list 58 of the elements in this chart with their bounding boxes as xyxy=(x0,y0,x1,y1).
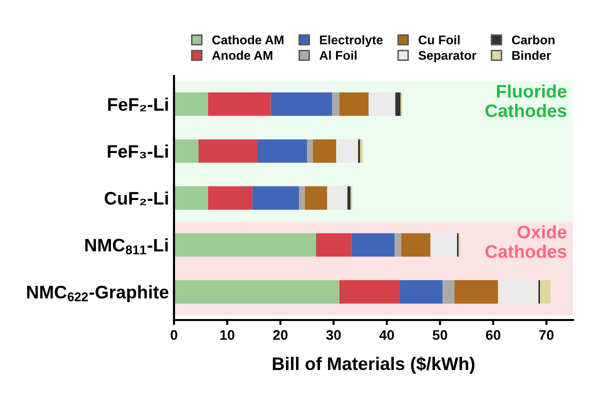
bar xyxy=(258,139,307,163)
band-label: Oxide Cathodes xyxy=(486,225,566,258)
bar xyxy=(174,92,208,116)
bar xyxy=(270,92,332,116)
legend-label: Al Foil xyxy=(320,50,357,60)
bar xyxy=(394,233,402,257)
bar xyxy=(442,280,454,304)
bar xyxy=(430,233,458,257)
bar xyxy=(401,233,430,257)
y-tick-label: FeF₂-Li xyxy=(108,98,168,112)
x-tick-label: 70 xyxy=(539,330,554,340)
bar xyxy=(339,92,369,116)
x-tick-label: 40 xyxy=(379,330,394,340)
bar xyxy=(368,92,396,116)
bar xyxy=(352,233,395,257)
x-tick-label: 30 xyxy=(326,330,341,340)
bar xyxy=(208,186,252,210)
y-tick-label: NMC$_{811}$-Li xyxy=(85,238,168,254)
bar xyxy=(454,280,498,304)
x-tick-label: 60 xyxy=(486,330,500,340)
bar xyxy=(174,186,208,210)
bar xyxy=(208,92,271,116)
y-tick-label: NMC$_{622}$-Graphite xyxy=(27,285,168,302)
x-tick-label: 20 xyxy=(273,330,288,340)
legend-label: Separator xyxy=(418,50,476,62)
bar xyxy=(174,233,316,257)
y-tick-label: FeF₃-Li xyxy=(108,144,168,158)
legend-label: Electrolyte xyxy=(320,35,383,47)
bar xyxy=(400,280,443,304)
bar xyxy=(316,233,352,257)
bar xyxy=(540,280,551,304)
bar xyxy=(312,139,336,163)
bar xyxy=(198,139,258,163)
bar xyxy=(252,186,300,210)
bar xyxy=(299,186,305,210)
legend-label: Cu Foil xyxy=(418,35,460,44)
x-tick-label: 50 xyxy=(432,330,448,340)
x-tick-label: 10 xyxy=(220,330,234,340)
legend-label: Binder xyxy=(512,50,551,60)
legend-label: Cathode AM xyxy=(212,35,284,44)
bar xyxy=(347,186,351,210)
bar xyxy=(336,139,358,163)
x-axis-title: Bill of Materials ($/kWh) xyxy=(272,356,474,374)
bar xyxy=(307,139,313,163)
legend-label: Anode AM xyxy=(212,50,272,60)
bar xyxy=(498,280,538,304)
band-label: Fluoride Cathodes xyxy=(486,84,566,118)
bar xyxy=(327,186,348,210)
bar xyxy=(395,92,401,116)
bar xyxy=(304,186,328,210)
y-tick-label: CuF₂-Li xyxy=(104,191,168,206)
x-tick-label: 0 xyxy=(170,330,178,340)
legend-label: Carbon xyxy=(512,35,554,44)
bar xyxy=(360,139,363,163)
bar xyxy=(174,280,340,304)
bar xyxy=(332,92,340,116)
bar xyxy=(339,280,400,304)
bar xyxy=(174,139,198,163)
